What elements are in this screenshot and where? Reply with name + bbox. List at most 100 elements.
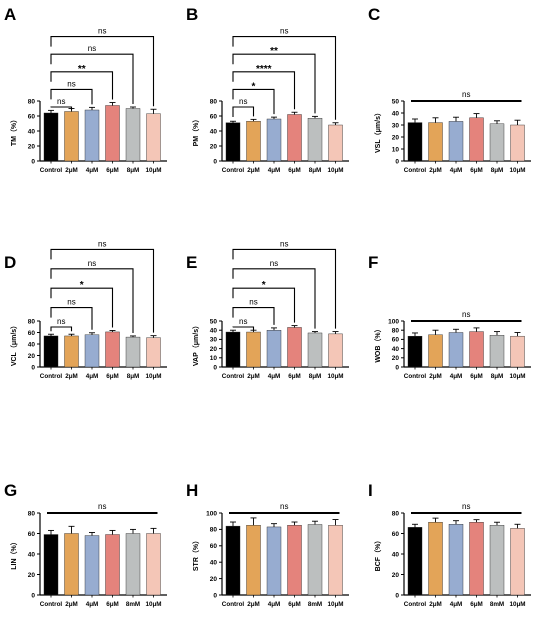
category-label: 2μM — [429, 167, 442, 174]
bar — [287, 114, 302, 162]
y-tick-label: 40 — [392, 346, 400, 353]
y-tick-label: 60 — [392, 531, 400, 538]
significance-label: ns — [280, 239, 288, 248]
significance-bracket — [232, 53, 316, 114]
y-tick-label: 0 — [213, 158, 217, 165]
panel-i: I 0 20 40 60 80 BCF（%） Control 2μM 4μM 6μM 8mM 10μM n… — [368, 481, 531, 608]
significance-label: ns — [462, 310, 470, 319]
y-tick-label: 20 — [392, 355, 400, 362]
category-label: 2μM — [429, 373, 442, 380]
y-axis-label: PM（%） — [192, 116, 200, 147]
significance-label: * — [80, 280, 84, 291]
y-tick-label: 0 — [31, 592, 35, 599]
panel-letter: E — [186, 253, 197, 272]
significance-label: ns — [57, 97, 65, 106]
y-axis-label: VAP（μm/s） — [192, 322, 200, 366]
y-tick-label: 0 — [395, 364, 399, 371]
panel-b: B 0 20 40 60 80 PM（%） Control 2μM 4μM 6μM 8μM 10μM ns… — [186, 5, 349, 174]
y-axis-label: WOB（%） — [374, 325, 382, 362]
category-label: 10μM — [145, 373, 161, 380]
category-label: 10μM — [327, 373, 343, 380]
significance-label: ns — [462, 502, 470, 511]
y-tick-label: 30 — [210, 337, 218, 344]
significance-label: ns — [57, 317, 65, 326]
category-label: Control — [404, 167, 427, 174]
bar — [84, 334, 100, 368]
significance-bracket — [232, 268, 316, 329]
bar — [43, 534, 59, 596]
bar — [489, 123, 505, 162]
significance-label: ns — [239, 317, 247, 326]
panel-c: C 0 10 20 30 40 50 VSL（μm/s） Control 2μM 4μM 6μM 8μM… — [368, 5, 531, 174]
significance-label: ns — [98, 27, 106, 36]
y-tick-label: 80 — [210, 527, 218, 534]
bar — [287, 327, 302, 368]
panel-letter: I — [368, 481, 373, 500]
bar — [64, 335, 79, 368]
category-label: 8mM — [126, 601, 140, 608]
panel-letter: C — [368, 5, 380, 24]
y-tick-label: 20 — [392, 134, 400, 141]
bar — [225, 122, 241, 162]
significance-label: ns — [98, 239, 106, 248]
significance-bracket — [50, 307, 93, 330]
panel-h: H 0 20 40 60 80 100 STR（%） Control 2μM 4μM 6μM 8mM 10… — [186, 481, 349, 608]
y-tick-label: 80 — [392, 510, 400, 517]
y-tick-label: 0 — [213, 592, 217, 599]
category-label: 10μM — [509, 167, 525, 174]
y-tick-label: 60 — [28, 113, 36, 120]
panel-letter: F — [368, 253, 378, 272]
bar — [448, 332, 464, 368]
category-label: 10μM — [509, 601, 525, 608]
panel-g: G 0 20 40 60 80 LIN（%） Control 2μM 4μM 6μM 8mM 10μM n… — [4, 481, 167, 608]
y-tick-label: 40 — [28, 128, 36, 135]
category-label: 2μM — [247, 601, 260, 608]
y-tick-label: 80 — [28, 318, 36, 325]
significance-bracket — [50, 248, 155, 333]
category-label: 4μM — [86, 373, 99, 380]
bar — [43, 335, 59, 368]
y-axis-label: VCL（μm/s） — [10, 322, 18, 366]
significance-label: ** — [78, 64, 86, 75]
category-label: 6μM — [106, 167, 119, 174]
category-label: Control — [222, 373, 245, 380]
y-tick-label: 0 — [31, 158, 35, 165]
category-label: 8mM — [308, 601, 322, 608]
category-label: 4μM — [86, 601, 99, 608]
panel-letter: A — [4, 5, 16, 24]
bar — [246, 331, 261, 368]
significance-label: ns — [280, 502, 288, 511]
y-tick-label: 20 — [210, 576, 218, 583]
category-label: Control — [40, 167, 63, 174]
bar — [246, 121, 261, 162]
bar — [287, 525, 302, 596]
panel-a: A 0 20 40 60 80 TM（%） Control 2μM 4μM 6μM 8μM 10μM ns… — [4, 5, 167, 174]
category-label: 8μM — [127, 373, 140, 380]
y-axis-label: VSL（μm/s） — [374, 109, 382, 153]
category-label: Control — [40, 601, 63, 608]
category-label: 6μM — [470, 167, 483, 174]
significance-bracket — [50, 71, 114, 100]
y-tick-label: 40 — [210, 128, 218, 135]
panel-letter: D — [4, 253, 16, 272]
bar — [266, 526, 282, 596]
category-label: Control — [404, 601, 427, 608]
y-tick-label: 30 — [392, 122, 400, 129]
bar — [64, 533, 79, 596]
panel-f: F 0 20 40 60 80 100 WOB（%） Control 2μM 4μM 6μM 8μM 10… — [368, 253, 531, 380]
y-tick-label: 0 — [395, 592, 399, 599]
y-tick-label: 40 — [28, 551, 36, 558]
y-tick-label: 20 — [210, 143, 218, 150]
y-tick-label: 80 — [210, 98, 218, 105]
y-tick-label: 40 — [210, 560, 218, 567]
bar — [125, 108, 141, 162]
category-label: 6μM — [470, 601, 483, 608]
category-label: 2μM — [65, 601, 78, 608]
bar — [510, 124, 525, 162]
bar — [307, 524, 323, 596]
category-label: 8mM — [490, 601, 504, 608]
bar — [428, 122, 443, 162]
bar — [84, 109, 100, 162]
y-tick-label: 100 — [206, 510, 217, 517]
